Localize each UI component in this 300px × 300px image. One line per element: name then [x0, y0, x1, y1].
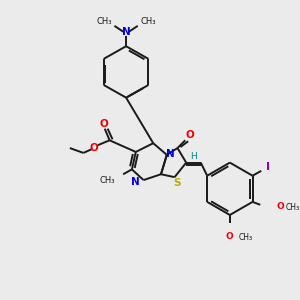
- Text: O: O: [277, 202, 284, 211]
- Text: S: S: [173, 178, 180, 188]
- Text: O: O: [99, 119, 108, 129]
- Text: CH₃: CH₃: [96, 17, 112, 26]
- Text: CH₃: CH₃: [286, 203, 300, 212]
- Text: CH₃: CH₃: [100, 176, 116, 184]
- Text: N: N: [166, 149, 175, 159]
- Text: O: O: [226, 232, 234, 241]
- Text: N: N: [131, 177, 140, 187]
- Text: H: H: [190, 152, 197, 161]
- Text: CH₃: CH₃: [238, 233, 253, 242]
- Text: CH₃: CH₃: [141, 17, 156, 26]
- Text: N: N: [122, 27, 130, 37]
- Text: I: I: [266, 162, 270, 172]
- Text: O: O: [90, 143, 98, 153]
- Text: O: O: [186, 130, 194, 140]
